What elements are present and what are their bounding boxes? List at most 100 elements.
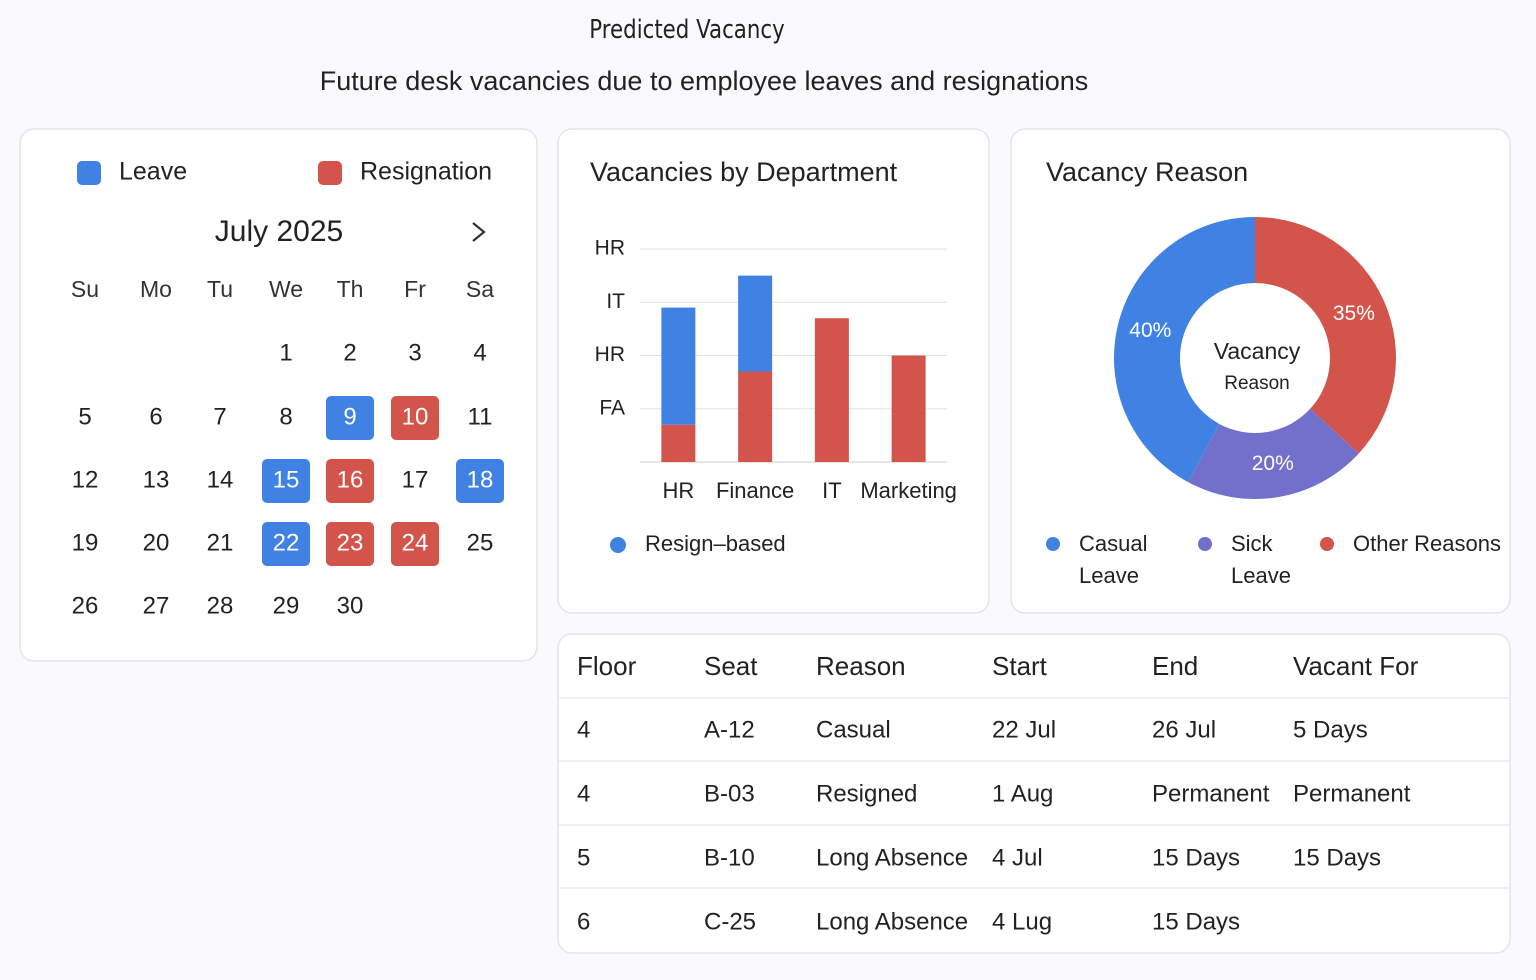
legend-swatch: [77, 161, 101, 185]
table-cell: 15 Days: [1152, 908, 1240, 935]
day-number: 15: [273, 466, 300, 493]
table-cell: 22 Jul: [992, 716, 1056, 743]
table-header: Start: [992, 651, 1048, 681]
bar-segment: [738, 275, 773, 372]
bar-segment: [814, 318, 849, 462]
day-number: 6: [149, 403, 162, 430]
day-number: 9: [343, 403, 356, 430]
donut-slice: [1255, 217, 1396, 454]
y-tick-label: FA: [599, 396, 625, 419]
legend-label: Casual Leave: [1079, 531, 1147, 588]
day-number: 19: [72, 529, 99, 556]
table-header: Reason: [816, 651, 906, 681]
day-number: 1: [279, 339, 292, 366]
x-tick-label: Marketing: [860, 478, 957, 503]
slice-label: 40%: [1129, 319, 1171, 342]
table-cell: Permanent: [1152, 780, 1270, 807]
weekday-label: We: [269, 276, 303, 302]
day-number: 7: [213, 403, 226, 430]
page-subtitle: Future desk vacancies due to employee le…: [320, 66, 1088, 96]
table-cell: 4: [577, 780, 590, 807]
table-cell: Casual: [816, 716, 891, 743]
day-number: 20: [143, 529, 170, 556]
donut-slice: [1187, 408, 1359, 500]
weekday-label: Th: [337, 276, 364, 302]
day-number: 12: [72, 466, 99, 493]
x-tick-label: IT: [822, 478, 842, 503]
table-header: Vacant For: [1293, 651, 1419, 681]
calendar-card: [19, 128, 538, 662]
day-number: 21: [207, 529, 234, 556]
center-label: Vacancy: [1214, 338, 1301, 364]
y-tick-label: HR: [595, 237, 625, 260]
table-cell: 4 Lug: [992, 908, 1052, 935]
y-tick-label: HR: [595, 343, 625, 366]
day-number: 22: [273, 529, 300, 556]
table-cell: 4: [577, 716, 590, 743]
day-highlight: [391, 522, 439, 566]
legend-label: Sick Leave: [1231, 531, 1291, 588]
center-label: Reason: [1224, 373, 1290, 394]
day-highlight: [391, 396, 439, 440]
table-cell: 15 Days: [1293, 844, 1381, 871]
table-cell: Resigned: [816, 780, 917, 807]
next-month-button[interactable]: [472, 222, 486, 242]
table-cell: Long Absence: [816, 908, 968, 935]
table-cell: 4 Jul: [992, 844, 1043, 871]
table-card: [557, 633, 1511, 954]
weekday-label: Su: [71, 276, 99, 302]
legend-label: Resignation: [360, 158, 492, 186]
table-cell: 26 Jul: [1152, 716, 1216, 743]
table-cell: C-25: [704, 908, 756, 935]
table-header: End: [1152, 651, 1198, 681]
legend-dot: [1320, 537, 1334, 551]
legend-swatch: [318, 161, 342, 185]
slice-label: 35%: [1333, 302, 1375, 325]
day-number: 28: [207, 592, 234, 619]
chart-title: Vacancy Reason: [1046, 157, 1248, 187]
day-number: 4: [473, 339, 486, 366]
day-number: 17: [402, 466, 429, 493]
legend-dot: [1046, 537, 1060, 551]
day-highlight: [262, 459, 310, 503]
day-number: 10: [402, 403, 429, 430]
day-number: 26: [72, 592, 99, 619]
table-cell: 5: [577, 844, 590, 871]
day-number: 16: [337, 466, 364, 493]
legend-label: Resign–based: [645, 531, 786, 556]
table-cell: 6: [577, 908, 590, 935]
day-number: 29: [273, 592, 300, 619]
donut-slice: [1114, 217, 1255, 483]
table-cell: B-10: [704, 844, 755, 871]
day-number: 3: [408, 339, 421, 366]
bar-card: [557, 128, 990, 614]
chart-title: Vacancies by Department: [590, 157, 898, 187]
legend-label: Other Reasons: [1353, 531, 1501, 556]
table-cell: 1 Aug: [992, 780, 1053, 807]
table-header: Seat: [704, 651, 758, 681]
table-cell: Permanent: [1293, 780, 1411, 807]
legend-dot: [1198, 537, 1212, 551]
table-cell: 5 Days: [1293, 716, 1368, 743]
day-number: 5: [78, 403, 91, 430]
table-header: Floor: [577, 651, 637, 681]
day-number: 14: [207, 466, 234, 493]
weekday-label: Sa: [466, 276, 494, 302]
table-cell: A-12: [704, 716, 755, 743]
bar-segment: [738, 371, 773, 462]
bar-segment: [891, 355, 926, 462]
bar-segment: [661, 424, 696, 462]
day-number: 25: [467, 529, 494, 556]
weekday-label: Fr: [404, 276, 426, 302]
day-highlight: [262, 522, 310, 566]
y-tick-label: IT: [606, 290, 625, 313]
table-cell: B-03: [704, 780, 755, 807]
table-cell: Long Absence: [816, 844, 968, 871]
day-number: 27: [143, 592, 170, 619]
day-number: 24: [402, 529, 429, 556]
table-cell: 15 Days: [1152, 844, 1240, 871]
legend-dot: [610, 537, 626, 553]
legend-label: Leave: [119, 158, 187, 186]
day-highlight: [326, 522, 374, 566]
